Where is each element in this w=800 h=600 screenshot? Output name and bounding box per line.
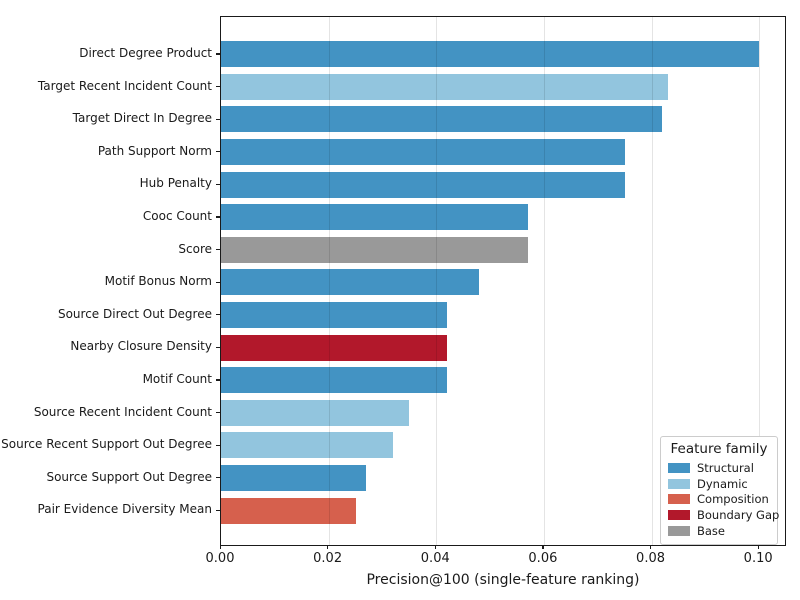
y-tick-label: Nearby Closure Density <box>70 339 212 354</box>
x-tick-label: 0.04 <box>420 551 450 566</box>
bar-row <box>221 331 785 364</box>
legend-title: Feature family <box>670 441 768 457</box>
y-tick-label: Motif Count <box>142 371 212 386</box>
bar-nearby-closure-density <box>221 334 448 361</box>
x-tick-label: 0.08 <box>636 551 666 566</box>
legend-item: Composition <box>668 492 770 508</box>
y-tick-mark <box>216 477 220 479</box>
y-tick-mark <box>216 411 220 414</box>
bar-row <box>221 266 785 299</box>
bar-row <box>221 201 785 234</box>
x-axis-label: Precision@100 (single-feature ranking) <box>366 572 640 588</box>
y-tick-label: Source Direct Out Degree <box>57 306 212 321</box>
bar-row <box>221 71 785 104</box>
legend-item-label: Composition <box>697 492 769 507</box>
bar-score <box>221 236 528 263</box>
y-tick-mark <box>216 444 220 446</box>
y-axis-labels: Direct Degree Product Target Recent Incid… <box>0 37 212 526</box>
legend-swatch-icon <box>668 494 690 505</box>
x-tick-label: 0.02 <box>313 551 343 566</box>
legend-item: Base <box>668 523 770 539</box>
y-tick-mark <box>216 314 220 316</box>
bar-motif-bonus-norm <box>221 269 480 296</box>
legend-swatch-icon <box>668 478 690 489</box>
y-tick-mark <box>216 151 220 153</box>
bar-pair-evidence-diversity-mean <box>221 497 356 524</box>
bar-path-support-norm <box>221 139 625 166</box>
bar-source-direct-out-degree <box>221 302 448 329</box>
legend-swatch-icon <box>668 462 690 473</box>
x-tick-mark <box>434 545 437 549</box>
x-tick-mark <box>542 545 544 549</box>
bar-source-recent-incident-count <box>221 399 410 426</box>
y-tick-mark <box>216 248 220 251</box>
bar-direct-degree-product <box>221 41 760 68</box>
bar-target-recent-incident-count <box>221 73 668 100</box>
y-tick-mark <box>216 183 220 185</box>
y-tick-label: Direct Degree Product <box>79 46 212 60</box>
y-tick-label: Target Direct In Degree <box>72 111 212 126</box>
legend-item-label: Structural <box>697 460 754 475</box>
y-tick-label: Source Recent Incident Count <box>33 404 212 419</box>
bar-row <box>221 38 785 71</box>
x-tick-mark <box>650 545 652 549</box>
legend-item-label: Dynamic <box>697 476 748 491</box>
x-tick-label: 0.00 <box>205 551 235 566</box>
y-tick-label: Target Recent Incident Count <box>37 78 212 93</box>
y-tick-mark <box>216 118 220 120</box>
bar-row <box>221 364 785 397</box>
bar-row <box>221 299 785 332</box>
bar-row <box>221 462 785 495</box>
x-axis: 0.00 0.02 0.04 0.06 0.08 0.10 <box>206 545 784 589</box>
bar-row <box>221 136 785 169</box>
x-tick-label: 0.06 <box>528 551 558 566</box>
bar-row <box>221 168 785 201</box>
y-tick-label: Pair Evidence Diversity Mean <box>37 502 212 517</box>
x-tick-label: 0.10 <box>743 551 773 566</box>
legend-item-label: Base <box>697 524 726 539</box>
legend-swatch-icon <box>668 510 690 521</box>
y-tick-label: Cooc Count <box>142 208 212 223</box>
y-tick-mark <box>216 281 220 283</box>
x-tick-mark <box>327 545 329 549</box>
bar-motif-count <box>221 367 448 394</box>
bar-row <box>221 494 785 527</box>
y-tick-label: Score <box>178 241 212 256</box>
y-tick-mark <box>216 216 220 218</box>
y-tick-mark <box>216 379 220 381</box>
legend-item: Dynamic <box>668 476 770 492</box>
bar-hub-penalty <box>221 171 625 198</box>
x-tick-mark <box>219 545 221 549</box>
bar-row <box>221 103 785 136</box>
legend-swatch-icon <box>668 526 690 537</box>
bar-target-direct-in-degree <box>221 106 663 133</box>
legend-item: Structural <box>668 460 770 476</box>
bar-row <box>221 397 785 430</box>
legend-item: Boundary Gap <box>668 507 779 523</box>
bar-cooc-count <box>221 204 528 231</box>
bar-source-support-out-degree <box>221 465 367 492</box>
plot-area <box>220 16 786 546</box>
y-tick-mark <box>216 346 220 348</box>
y-tick-label: Path Support Norm <box>97 143 212 158</box>
bar-row <box>221 429 785 462</box>
legend-items: Structural Dynamic Composition Boundary Gap… <box>668 460 779 539</box>
y-tick-label: Source Support Out Degree <box>46 469 212 484</box>
y-tick-label: Motif Bonus Norm <box>104 274 212 289</box>
y-tick-label: Source Recent Support Out Degree <box>1 437 212 452</box>
x-tick-mark <box>757 545 759 549</box>
legend-item-label: Boundary Gap <box>697 508 780 523</box>
y-tick-mark <box>216 509 220 511</box>
bar-row <box>221 234 785 267</box>
legend: Feature family Structural Dynamic Composit… <box>660 436 779 545</box>
y-tick-mark <box>216 85 220 88</box>
y-tick-label: Hub Penalty <box>139 176 212 191</box>
y-tick-mark <box>216 53 220 55</box>
bar-source-recent-support-out-degree <box>221 432 394 459</box>
bars-container <box>221 17 785 545</box>
